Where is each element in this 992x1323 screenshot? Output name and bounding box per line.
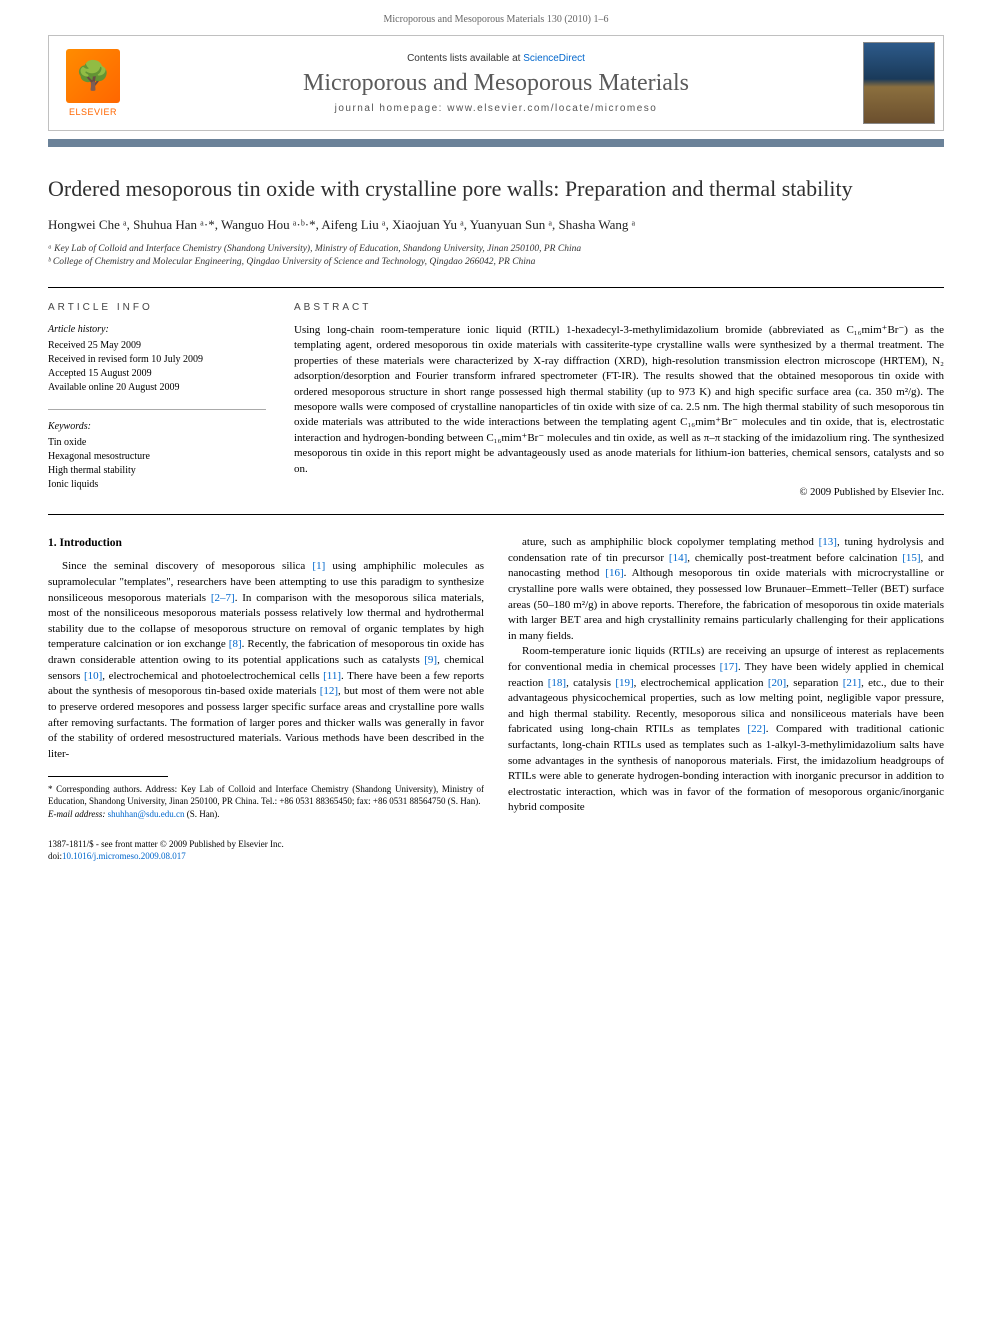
corresponding-email-link[interactable]: shuhhan@sdu.edu.cn xyxy=(108,809,185,819)
body-column-right: ature, such as amphiphilic block copolym… xyxy=(508,535,944,820)
abstract-heading: ABSTRACT xyxy=(294,302,944,313)
sciencedirect-link[interactable]: ScienceDirect xyxy=(523,53,585,64)
info-divider xyxy=(48,409,266,410)
page-footer: 1387-1811/$ - see front matter © 2009 Pu… xyxy=(48,838,944,862)
banner-middle: Contents lists available at ScienceDirec… xyxy=(137,36,855,130)
corresponding-text: * Corresponding authors. Address: Key La… xyxy=(48,783,484,807)
contents-available-line: Contents lists available at ScienceDirec… xyxy=(407,53,585,64)
abstract-column: ABSTRACT Using long-chain room-temperatu… xyxy=(294,302,944,506)
doi-link[interactable]: 10.1016/j.micromeso.2009.08.017 xyxy=(62,851,186,861)
article-info-column: ARTICLE INFO Article history: Received 2… xyxy=(48,302,266,506)
doi-line: doi:10.1016/j.micromeso.2009.08.017 xyxy=(48,850,944,862)
elsevier-tree-icon xyxy=(66,49,120,103)
section-1-heading: 1. Introduction xyxy=(48,535,484,551)
keyword-2: Hexagonal mesostructure xyxy=(48,450,266,464)
email-label: E-mail address: xyxy=(48,809,108,819)
history-online: Available online 20 August 2009 xyxy=(48,381,266,395)
history-revised: Received in revised form 10 July 2009 xyxy=(48,353,266,367)
info-abstract-row: ARTICLE INFO Article history: Received 2… xyxy=(48,288,944,514)
article-title: Ordered mesoporous tin oxide with crysta… xyxy=(48,175,944,203)
doi-label: doi: xyxy=(48,851,62,861)
article-history-block: Article history: Received 25 May 2009 Re… xyxy=(48,323,266,395)
journal-cover-thumbnail xyxy=(863,42,935,124)
email-suffix: (S. Han). xyxy=(184,809,219,819)
journal-name: Microporous and Mesoporous Materials xyxy=(303,70,689,97)
journal-banner: ELSEVIER Contents lists available at Sci… xyxy=(48,35,944,131)
article-info-heading: ARTICLE INFO xyxy=(48,302,266,313)
homepage-url: www.elsevier.com/locate/micromeso xyxy=(447,103,657,114)
corresponding-author-footnote: * Corresponding authors. Address: Key La… xyxy=(48,783,484,819)
journal-homepage-line: journal homepage: www.elsevier.com/locat… xyxy=(335,103,658,114)
history-subhead: Article history: xyxy=(48,323,266,337)
front-matter-line: 1387-1811/$ - see front matter © 2009 Pu… xyxy=(48,838,944,850)
rule-below-abstract xyxy=(48,514,944,515)
keyword-3: High thermal stability xyxy=(48,464,266,478)
history-accepted: Accepted 15 August 2009 xyxy=(48,367,266,381)
keywords-subhead: Keywords: xyxy=(48,420,266,434)
keyword-4: Ionic liquids xyxy=(48,478,266,492)
author-list: Hongwei Che ᵃ, Shuhua Han ᵃ·*, Wanguo Ho… xyxy=(48,217,944,233)
publisher-label: ELSEVIER xyxy=(69,107,117,117)
abstract-text: Using long-chain room-temperature ionic … xyxy=(294,323,944,477)
footnote-separator xyxy=(48,776,168,777)
abstract-copyright: © 2009 Published by Elsevier Inc. xyxy=(294,487,944,498)
body-two-columns: 1. Introduction Since the seminal discov… xyxy=(48,535,944,820)
banner-color-bar xyxy=(48,139,944,147)
intro-paragraph-1-cont: ature, such as amphiphilic block copolym… xyxy=(508,535,944,644)
homepage-prefix: journal homepage: xyxy=(335,103,448,114)
history-received: Received 25 May 2009 xyxy=(48,339,266,353)
intro-paragraph-2: Room-temperature ionic liquids (RTILs) a… xyxy=(508,644,944,816)
email-line: E-mail address: shuhhan@sdu.edu.cn (S. H… xyxy=(48,808,484,820)
intro-paragraph-1: Since the seminal discovery of mesoporou… xyxy=(48,559,484,762)
affiliations: ᵃ Key Lab of Colloid and Interface Chemi… xyxy=(48,243,944,270)
keyword-1: Tin oxide xyxy=(48,436,266,450)
contents-prefix: Contents lists available at xyxy=(407,53,523,64)
keywords-block: Keywords: Tin oxide Hexagonal mesostruct… xyxy=(48,420,266,492)
affiliation-a: ᵃ Key Lab of Colloid and Interface Chemi… xyxy=(48,243,944,256)
affiliation-b: ᵇ College of Chemistry and Molecular Eng… xyxy=(48,256,944,269)
body-column-left: 1. Introduction Since the seminal discov… xyxy=(48,535,484,820)
running-head: Microporous and Mesoporous Materials 130… xyxy=(0,0,992,35)
publisher-logo-block: ELSEVIER xyxy=(49,36,137,130)
